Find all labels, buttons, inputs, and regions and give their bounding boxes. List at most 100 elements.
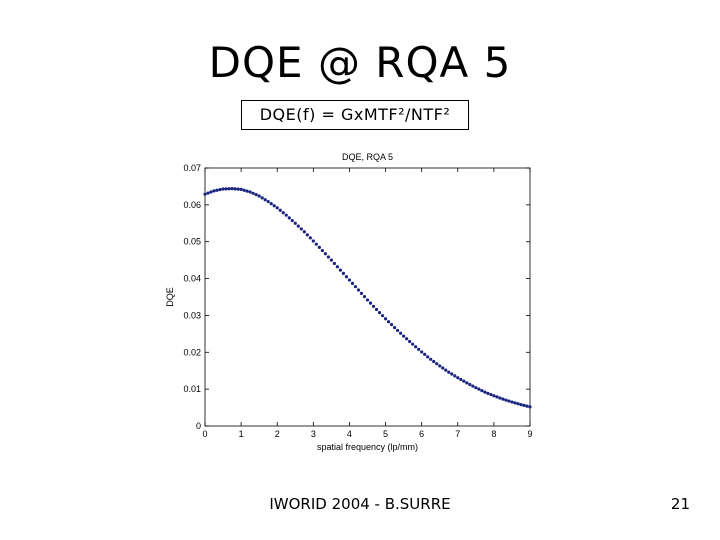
data-point-interp [317, 245, 321, 249]
data-point-interp [405, 337, 409, 341]
dqe-chart: DQE, RQA 5 0 1 2 3 4 5 6 7 8 9 0 0.01 0.02 0.03 0.04 0.0… [165, 152, 533, 452]
data-point-interp [507, 399, 511, 403]
data-point-interp [516, 402, 520, 406]
data-point-interp [522, 403, 526, 407]
data-point-interp [341, 271, 346, 276]
data-point-interp [489, 392, 493, 397]
data-point-interp [504, 398, 508, 402]
data-point-interp [344, 275, 349, 279]
data-point-interp [453, 374, 457, 378]
data-point [492, 394, 496, 398]
y-tick-label: 0.01 [183, 384, 201, 394]
page-number: 21 [670, 495, 690, 513]
data-point-interp [335, 265, 340, 269]
y-tick-label: 0.06 [183, 200, 201, 210]
x-tick-label: 8 [491, 429, 496, 439]
data-point-interp [444, 368, 448, 372]
data-point-interp [495, 395, 499, 399]
data-point-interp [299, 227, 303, 231]
data-point [392, 325, 397, 330]
data-point-interp [245, 189, 249, 193]
data-point-interp [426, 355, 430, 359]
data-point [266, 199, 270, 204]
x-tick-label: 6 [419, 429, 424, 439]
x-tick-label: 5 [383, 429, 388, 439]
data-point-interp [441, 366, 445, 370]
data-point [411, 342, 415, 346]
data-point [311, 239, 315, 243]
data-point-interp [227, 187, 231, 191]
data-point [239, 187, 243, 191]
data-point-interp [218, 188, 222, 192]
data-point [284, 213, 288, 217]
data-point-interp [260, 196, 264, 200]
data-point-interp [368, 301, 373, 305]
data-point [212, 189, 216, 193]
data-point-interp [224, 187, 228, 191]
data-point [519, 403, 523, 407]
footer-text: IWORID 2004 - B.SURRE [269, 495, 451, 513]
chart-title: DQE, RQA 5 [342, 152, 393, 162]
data-point-interp [395, 328, 400, 333]
data-point-interp [362, 295, 367, 299]
data-point-interp [471, 384, 475, 388]
x-tick-label: 9 [527, 429, 532, 439]
data-point [338, 268, 343, 272]
data-point-interp [435, 362, 439, 366]
x-tick-label: 3 [311, 429, 316, 439]
data-point [293, 221, 297, 225]
data-point [420, 350, 424, 354]
formula-box: DQE(f) = GxMTF²/NTF² [241, 100, 469, 130]
data-point-interp [215, 188, 219, 192]
data-point-interp [450, 372, 454, 376]
data-point [230, 187, 234, 191]
data-point [356, 288, 361, 292]
data-point-interp [287, 216, 291, 220]
y-tick-label: 0.04 [183, 274, 201, 284]
x-tick-label: 0 [202, 429, 207, 439]
x-tick-label: 4 [347, 429, 352, 439]
data-point-interp [486, 391, 490, 395]
y-tick-label: 0.05 [183, 237, 201, 247]
y-tick-label: 0.07 [183, 163, 201, 173]
data-point-interp [278, 208, 282, 212]
data-point-interp [432, 359, 436, 364]
data-point-interp [209, 190, 213, 194]
data-point-interp [417, 347, 421, 351]
data-point-interp [326, 255, 330, 259]
data-point-interp [353, 285, 358, 289]
data-point [347, 278, 352, 282]
plot-frame [204, 167, 531, 427]
data-point-interp [414, 345, 418, 349]
data-point-interp [389, 323, 394, 327]
data-point [501, 397, 505, 401]
data-point-interp [332, 261, 336, 266]
data-point [374, 307, 379, 312]
data-point-interp [290, 218, 294, 223]
data-point-interp [477, 387, 481, 391]
data-point-interp [480, 389, 484, 393]
data-point-interp [377, 311, 382, 315]
data-point-interp [386, 320, 391, 324]
data-point [465, 381, 469, 385]
x-tick-label: 1 [239, 429, 244, 439]
data-point-interp [272, 204, 276, 208]
data-point-interp [513, 401, 517, 405]
data-point-interp [359, 291, 364, 295]
data-point-interp [350, 281, 355, 285]
data-point-interp [254, 193, 258, 197]
data-point [456, 376, 460, 380]
data-point-interp [242, 188, 246, 192]
data-point [320, 248, 324, 253]
data-point [474, 386, 478, 390]
data-point [203, 192, 207, 196]
data-point-interp [305, 233, 309, 237]
y-axis-label: DQE [165, 287, 175, 307]
data-point-interp [296, 224, 300, 228]
data-point-interp [308, 236, 312, 240]
data-point-interp [423, 352, 427, 356]
data-point-interp [281, 211, 285, 215]
data-point [510, 400, 514, 404]
slide-title: DQE @ RQA 5 [208, 38, 512, 87]
data-point [275, 206, 279, 210]
